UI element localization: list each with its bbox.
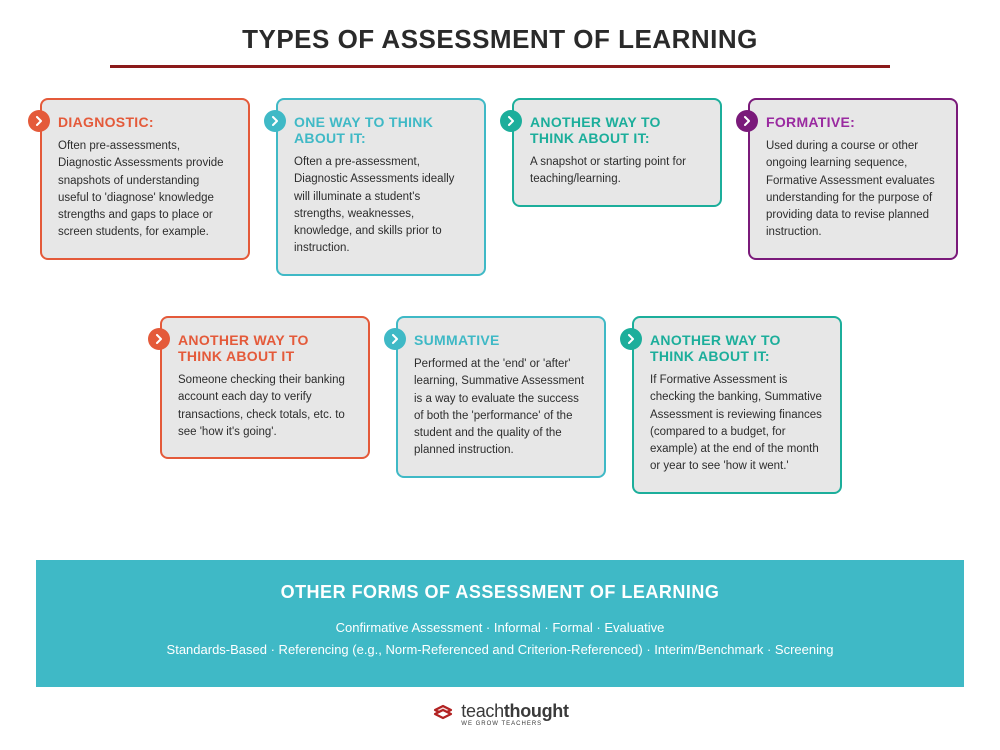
banner-line-1: Confirmative Assessment · Informal · For… <box>76 617 924 639</box>
banner-line-2: Standards-Based · Referencing (e.g., Nor… <box>76 639 924 661</box>
card-diagnostic: DIAGNOSTIC: Often pre-assessments, Diagno… <box>40 98 250 260</box>
card-body: Used during a course or other ongoing le… <box>766 138 940 242</box>
logo: teachthought WE GROW TEACHERS <box>0 700 1000 729</box>
card-summative: SUMMATIVE Performed at the 'end' or 'afte… <box>396 316 606 478</box>
banner-title: OTHER FORMS OF ASSESSMENT OF LEARNING <box>76 582 924 603</box>
chevron-right-icon <box>500 110 522 132</box>
cards-container: DIAGNOSTIC: Often pre-assessments, Diagno… <box>40 98 960 548</box>
chevron-right-icon <box>264 110 286 132</box>
title-rule <box>110 65 890 68</box>
card-body: Often pre-assessments, Diagnostic Assess… <box>58 138 232 242</box>
card-title: SUMMATIVE <box>414 332 588 348</box>
card-body: Someone checking their banking account e… <box>178 372 352 441</box>
card-title: ANOTHER WAY TO THINK ABOUT IT: <box>530 114 704 146</box>
logo-icon <box>431 700 455 729</box>
card-body: If Formative Assessment is checking the … <box>650 372 824 476</box>
chevron-right-icon <box>28 110 50 132</box>
card-body: Often a pre-assessment, Diagnostic Asses… <box>294 154 468 258</box>
page-title: TYPES OF ASSESSMENT OF LEARNING <box>0 0 1000 55</box>
chevron-right-icon <box>148 328 170 350</box>
card-another-way-3: ANOTHER WAY TO THINK ABOUT IT: If Formati… <box>632 316 842 494</box>
card-another-way-2: ANOTHER WAY TO THINK ABOUT IT Someone che… <box>160 316 370 459</box>
card-title: FORMATIVE: <box>766 114 940 130</box>
card-one-way: ONE WAY TO THINK ABOUT IT: Often a pre-as… <box>276 98 486 276</box>
card-title: DIAGNOSTIC: <box>58 114 232 130</box>
card-another-way-1: ANOTHER WAY TO THINK ABOUT IT: A snapshot… <box>512 98 722 207</box>
card-formative: FORMATIVE: Used during a course or other … <box>748 98 958 260</box>
chevron-right-icon <box>736 110 758 132</box>
logo-wordmark: teachthought <box>461 702 568 720</box>
chevron-right-icon <box>384 328 406 350</box>
chevron-right-icon <box>620 328 642 350</box>
other-forms-banner: OTHER FORMS OF ASSESSMENT OF LEARNING Co… <box>36 560 964 687</box>
card-body: A snapshot or starting point for teachin… <box>530 154 704 189</box>
card-title: ANOTHER WAY TO THINK ABOUT IT <box>178 332 352 364</box>
card-title: ANOTHER WAY TO THINK ABOUT IT: <box>650 332 824 364</box>
card-title: ONE WAY TO THINK ABOUT IT: <box>294 114 468 146</box>
card-body: Performed at the 'end' or 'after' learni… <box>414 356 588 460</box>
logo-tagline: WE GROW TEACHERS <box>461 721 542 727</box>
